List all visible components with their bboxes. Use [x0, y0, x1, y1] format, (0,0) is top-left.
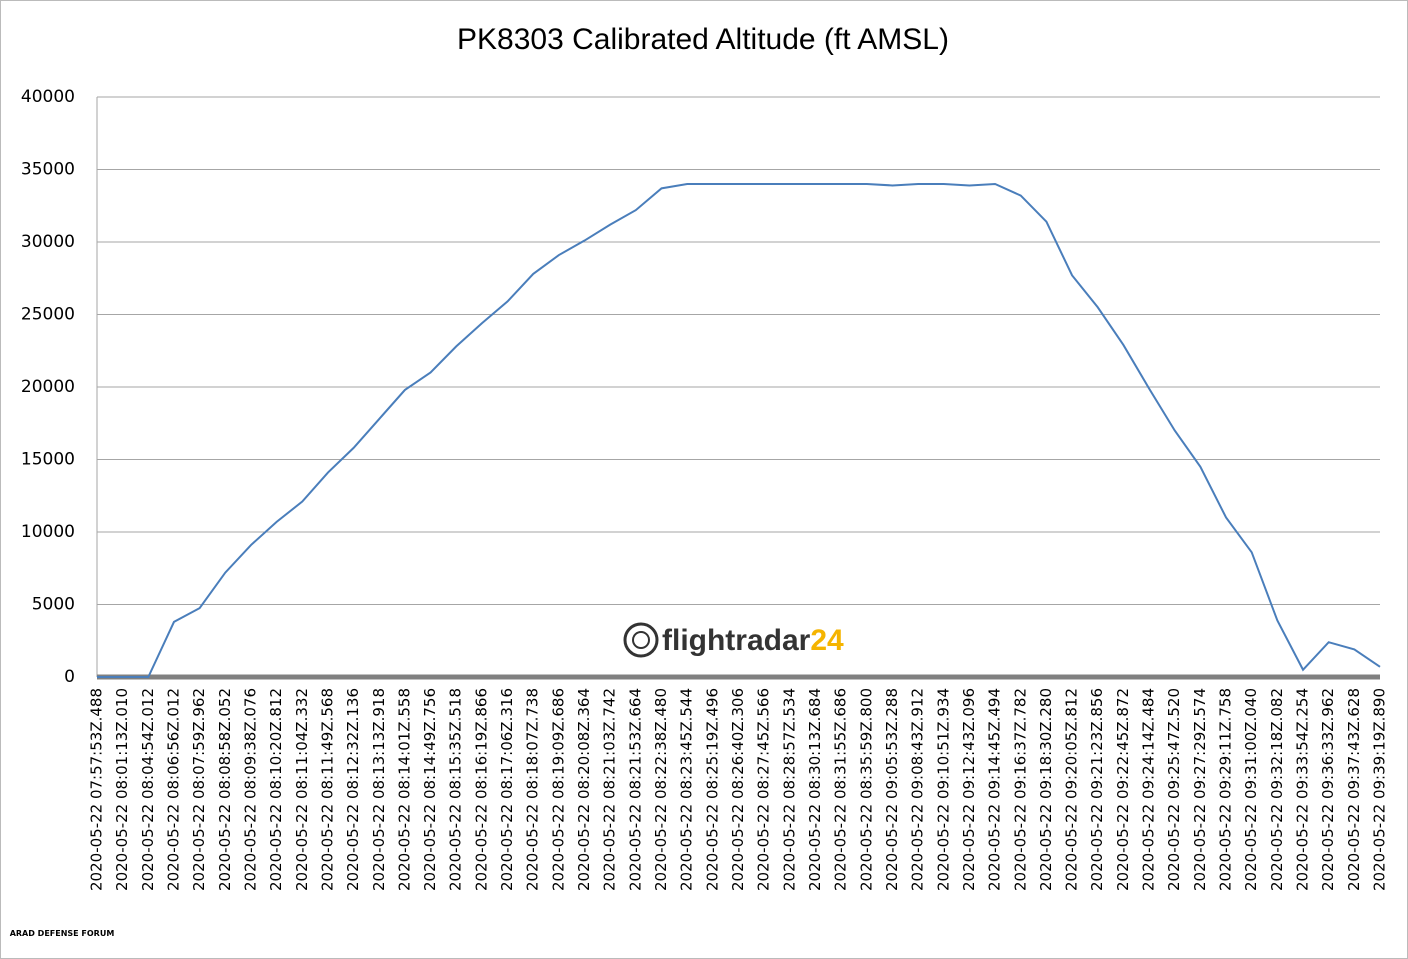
x-tick-label: 2020-05-22 09:10:51Z.934	[934, 688, 952, 891]
y-tick-label: 20000	[21, 377, 75, 397]
chart-title: PK8303 Calibrated Altitude (ft AMSL)	[457, 23, 949, 56]
x-tick-label: 2020-05-22 09:37:43Z.628	[1345, 688, 1363, 891]
x-tick-label: 2020-05-22 09:08:43Z.912	[909, 688, 927, 891]
x-tick-label: 2020-05-22 09:29:11Z.758	[1217, 688, 1235, 891]
x-tick-label: 2020-05-22 08:07:59Z.962	[190, 688, 208, 891]
x-tick-label: 2020-05-22 08:11:04Z.332	[293, 688, 311, 891]
x-tick-label: 2020-05-22 08:11:49Z.568	[318, 688, 336, 891]
x-tick-label: 2020-05-22 09:21:23Z.856	[1088, 688, 1106, 891]
y-tick-label: 25000	[21, 305, 75, 325]
x-tick-label: 2020-05-22 08:26:40Z.306	[729, 688, 747, 891]
logo-text: flightradar24	[662, 624, 844, 657]
x-tick-label: 2020-05-22 08:30:13Z.684	[806, 688, 824, 891]
x-tick-label: 2020-05-22 09:36:33Z.962	[1319, 688, 1337, 891]
x-tick-label: 2020-05-22 08:21:03Z.742	[601, 688, 619, 891]
x-tick-label: 2020-05-22 08:15:35Z.518	[447, 688, 465, 891]
x-tick-label: 2020-05-22 08:27:45Z.566	[755, 688, 773, 891]
x-tick-label: 2020-05-22 09:20:05Z.812	[1063, 688, 1081, 891]
x-tick-label: 2020-05-22 09:39:19Z.890	[1371, 688, 1389, 891]
y-tick-label: 40000	[21, 87, 75, 107]
x-tick-label: 2020-05-22 08:09:38Z.076	[241, 688, 259, 891]
x-tick-label: 2020-05-22 08:14:01Z.558	[395, 688, 413, 891]
x-tick-label: 2020-05-22 09:14:45Z.494	[986, 688, 1004, 891]
x-tick-label: 2020-05-22 08:16:19Z.866	[472, 688, 490, 891]
x-tick-label: 2020-05-22 09:24:14Z.484	[1140, 688, 1158, 891]
x-tick-label: 2020-05-22 08:06:56Z.012	[164, 688, 182, 891]
logo-icon	[632, 631, 650, 649]
x-tick-label: 2020-05-22 08:22:38Z.480	[652, 688, 670, 891]
x-tick-label: 2020-05-22 08:12:32Z.136	[344, 688, 362, 891]
flightradar-logo: flightradar24	[623, 622, 844, 658]
x-tick-label: 2020-05-22 08:23:45Z.544	[678, 688, 696, 891]
x-tick-label: 2020-05-22 08:01:13Z.010	[113, 688, 131, 891]
x-tick-label: 2020-05-22 08:13:13Z.918	[370, 688, 388, 891]
logo-suffix: 24	[810, 624, 844, 657]
x-tick-label: 2020-05-22 08:28:57Z.534	[780, 688, 798, 891]
x-tick-label: 2020-05-22 08:08:58Z.052	[216, 688, 234, 891]
y-tick-label: 35000	[21, 160, 75, 180]
x-tick-label: 2020-05-22 08:31:55Z.686	[832, 688, 850, 891]
x-tick-label: 2020-05-22 09:32:18Z.082	[1268, 688, 1286, 891]
y-tick-label: 0	[64, 667, 75, 687]
x-tick-label: 2020-05-22 09:16:37Z.782	[1011, 688, 1029, 891]
x-tick-label: 2020-05-22 08:18:07Z.738	[524, 688, 542, 891]
x-tick-label: 2020-05-22 08:14:49Z.756	[421, 688, 439, 891]
x-tick-label: 2020-05-22 09:27:29Z.574	[1191, 688, 1209, 891]
logo-icon	[623, 622, 659, 658]
x-tick-label: 2020-05-22 07:57:53Z.488	[88, 688, 106, 891]
x-tick-label: 2020-05-22 09:33:54Z.254	[1294, 688, 1312, 891]
y-tick-label: 5000	[32, 595, 75, 615]
x-tick-label: 2020-05-22 08:10:20Z.812	[267, 688, 285, 891]
x-tick-label: 2020-05-22 09:05:53Z.288	[883, 688, 901, 891]
x-tick-label: 2020-05-22 09:22:45Z.872	[1114, 688, 1132, 891]
x-tick-label: 2020-05-22 09:31:00Z.040	[1242, 688, 1260, 891]
y-tick-label: 30000	[21, 232, 75, 252]
x-tick-label: 2020-05-22 08:19:09Z.686	[549, 688, 567, 891]
x-tick-label: 2020-05-22 09:25:47Z.520	[1165, 688, 1183, 891]
x-tick-label: 2020-05-22 08:17:06Z.316	[498, 688, 516, 891]
x-tick-label: 2020-05-22 09:12:43Z.096	[960, 688, 978, 891]
x-tick-label: 2020-05-22 08:21:53Z.664	[626, 688, 644, 891]
forum-watermark: ARAD DEFENSE FORUM	[10, 929, 115, 938]
data-line	[97, 182, 1381, 678]
x-tick-label: 2020-05-22 08:04:54Z.012	[139, 688, 157, 891]
x-tick-label: 2020-05-22 08:25:19Z.496	[703, 688, 721, 891]
x-tick-label: 2020-05-22 08:35:59Z.800	[857, 688, 875, 891]
logo-brand: flightradar	[662, 624, 811, 657]
x-tick-label: 2020-05-22 09:18:30Z.280	[1037, 688, 1055, 891]
y-tick-label: 15000	[21, 450, 75, 470]
y-tick-label: 10000	[21, 522, 75, 542]
x-tick-label: 2020-05-22 08:20:08Z.364	[575, 688, 593, 891]
